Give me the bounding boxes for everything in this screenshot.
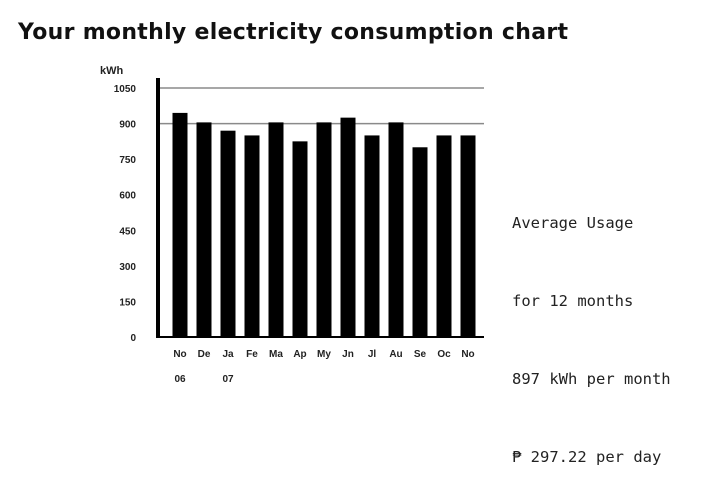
y-tick-label: 900 (119, 120, 136, 131)
average-usage-panel: Average Usage for 12 months 897 kWh per … (512, 158, 671, 496)
bar (220, 130, 236, 337)
x-tick-label: De (198, 349, 211, 360)
x-tick-label: Ma (269, 349, 283, 360)
x-tick-label: Jn (342, 349, 354, 360)
bar (412, 147, 428, 337)
y-axis-ticks: 1050 900 750 600 450 300 150 0 (114, 84, 137, 344)
x-tick-label: Se (414, 349, 427, 360)
bar (364, 135, 380, 337)
bar (388, 122, 404, 337)
gridlines (160, 87, 484, 125)
y-tick-label: 450 (119, 226, 136, 237)
x-year-label: 06 (174, 374, 186, 385)
bar (292, 141, 308, 337)
bars (172, 112, 476, 338)
y-tick-label: 1050 (114, 84, 137, 95)
x-axis-ticks: No De Ja Fe Ma Ap My Jn Jl Au Se Oc No 06 07 (173, 349, 474, 385)
bar (436, 135, 452, 337)
x-tick-label: Au (389, 349, 402, 360)
chart-title: Your monthly electricity consumption cha… (18, 20, 569, 45)
x-tick-label: Ap (293, 349, 306, 360)
x-tick-label: No (461, 349, 474, 360)
x-tick-label: Fe (246, 349, 258, 360)
y-axis-unit-label: kWh (100, 65, 124, 77)
x-tick-label: No (173, 349, 186, 360)
bar (244, 135, 260, 337)
x-tick-label: Ja (222, 349, 234, 360)
bar (172, 112, 188, 338)
x-tick-label: Oc (437, 349, 451, 360)
x-year-label: 07 (222, 374, 234, 385)
average-usage-cost: ₱ 297.22 per day (512, 448, 662, 466)
x-tick-label: Jl (368, 349, 377, 360)
average-usage-period: for 12 months (512, 292, 634, 310)
bar (196, 122, 212, 337)
y-tick-label: 750 (119, 155, 136, 166)
y-tick-label: 150 (119, 297, 136, 308)
y-tick-label: 300 (119, 262, 136, 273)
bar (316, 122, 332, 337)
y-tick-label: 0 (130, 333, 136, 344)
y-tick-label: 600 (119, 191, 136, 202)
x-tick-label: My (317, 349, 331, 360)
average-usage-kwh: 897 kWh per month (512, 370, 671, 388)
consumption-bar-chart: kWh 1050 900 750 600 450 300 150 0 No De Ja Fe Ma Ap… (100, 65, 484, 385)
average-usage-heading: Average Usage (512, 214, 634, 232)
bar (340, 117, 356, 338)
bar (460, 135, 476, 337)
bar (268, 122, 284, 337)
